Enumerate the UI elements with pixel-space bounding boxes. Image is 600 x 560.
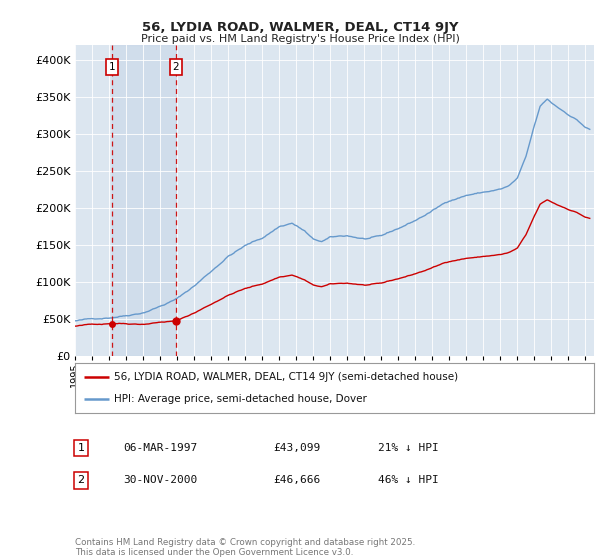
Text: 30-NOV-2000: 30-NOV-2000: [123, 475, 197, 486]
Text: 46% ↓ HPI: 46% ↓ HPI: [378, 475, 439, 486]
Text: 06-MAR-1997: 06-MAR-1997: [123, 443, 197, 453]
Text: 2: 2: [77, 475, 85, 486]
Bar: [112, 45, 176, 356]
Text: £43,099: £43,099: [273, 443, 320, 453]
Text: £46,666: £46,666: [273, 475, 320, 486]
Text: Price paid vs. HM Land Registry's House Price Index (HPI): Price paid vs. HM Land Registry's House …: [140, 34, 460, 44]
Text: Contains HM Land Registry data © Crown copyright and database right 2025.
This d: Contains HM Land Registry data © Crown c…: [75, 538, 415, 557]
Text: 56, LYDIA ROAD, WALMER, DEAL, CT14 9JY: 56, LYDIA ROAD, WALMER, DEAL, CT14 9JY: [142, 21, 458, 34]
Text: 56, LYDIA ROAD, WALMER, DEAL, CT14 9JY (semi-detached house): 56, LYDIA ROAD, WALMER, DEAL, CT14 9JY (…: [114, 372, 458, 382]
Text: 1: 1: [77, 443, 85, 453]
Text: 2: 2: [172, 62, 179, 72]
Text: 21% ↓ HPI: 21% ↓ HPI: [378, 443, 439, 453]
Text: HPI: Average price, semi-detached house, Dover: HPI: Average price, semi-detached house,…: [114, 394, 367, 404]
Text: 1: 1: [109, 62, 115, 72]
